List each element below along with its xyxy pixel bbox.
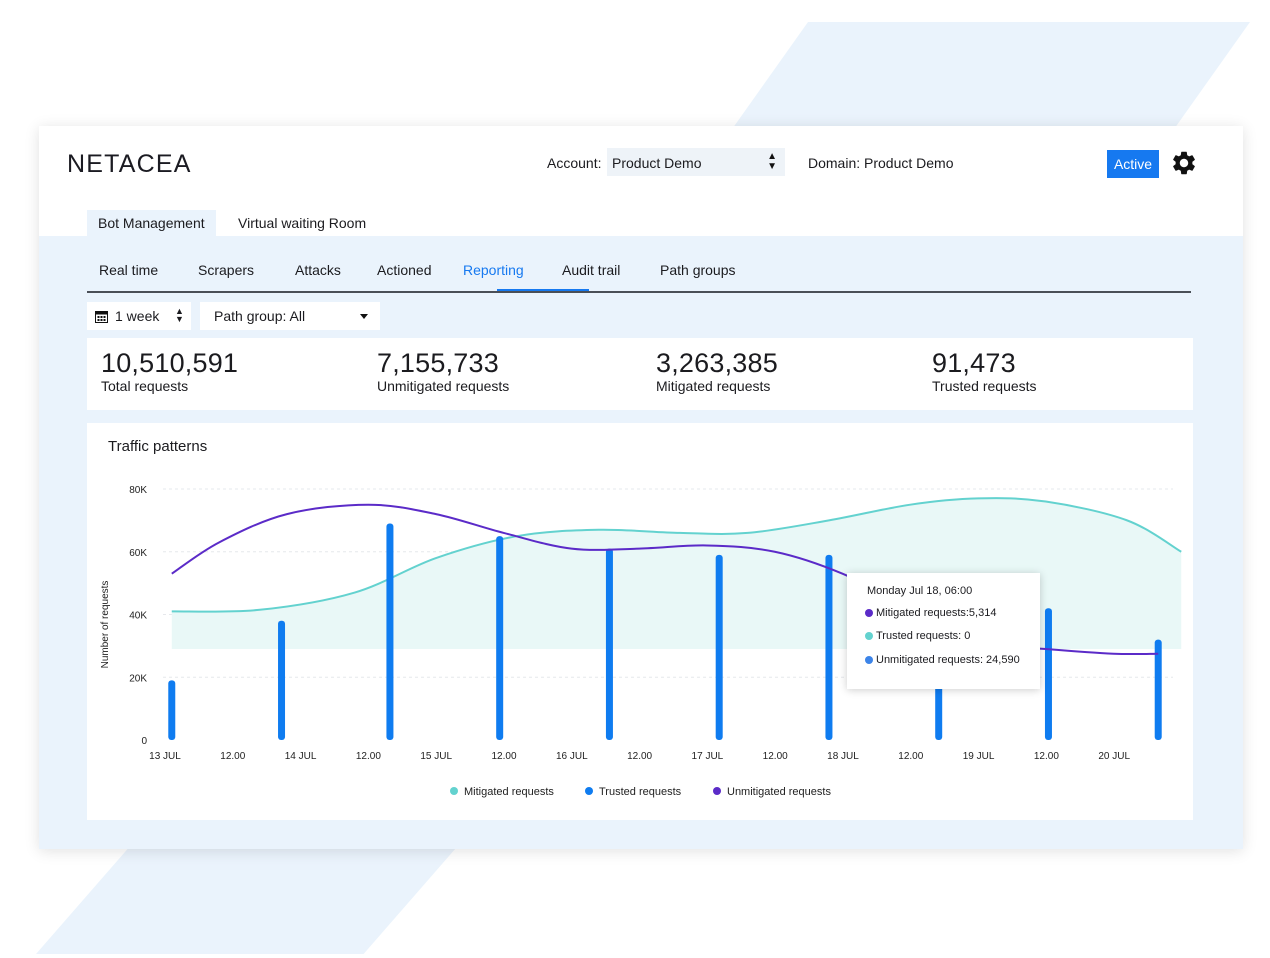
stat-label: Total requests (101, 378, 189, 394)
status-badge[interactable]: Active (1107, 150, 1159, 178)
subnav-real-time[interactable]: Real time (99, 262, 159, 278)
subnav-scrapers[interactable]: Scrapers (198, 262, 255, 278)
tab-virtual-waiting-room[interactable]: Virtual waiting Room (227, 210, 377, 236)
y-axis-label: Number of requests (100, 581, 111, 669)
legend-dot (865, 656, 873, 664)
stat-total-requests: 10,510,591 Total requests (101, 348, 238, 394)
period-value: 1 week (115, 308, 160, 324)
tooltip-title: Monday Jul 18, 06:00 (867, 585, 973, 597)
subnav-reporting[interactable]: Reporting (463, 262, 524, 278)
tab-bot-management[interactable]: Bot Management (87, 210, 216, 236)
stat-value: 3,263,385 (656, 348, 778, 378)
subnav-attacks[interactable]: Attacks (295, 262, 341, 278)
sort-arrows-icon: ▲ ▼ (767, 151, 777, 172)
tooltip-row-trusted: Trusted requests: 0 (865, 630, 970, 642)
x-tick-label: 20 JUL (1098, 751, 1130, 762)
trusted-bar (715, 554, 723, 740)
stat-value: 91,473 (932, 348, 1016, 378)
background-stripe-bottom (36, 848, 456, 954)
stat-trusted-requests: 91,473 Trusted requests (932, 348, 1037, 394)
app-window: NETACEA Account: Product Demo ▲ ▼ Domain:… (39, 126, 1243, 849)
legend-dot (450, 787, 458, 795)
tooltip-row-mitigated: Mitigated requests:5,314 (865, 607, 996, 619)
mitigated-line (171, 497, 1182, 613)
account-value: Product Demo (612, 155, 702, 171)
x-tick-label: 19 JUL (963, 751, 995, 762)
stats-panel: 10,510,591 Total requests 7,155,733 Unmi… (87, 338, 1193, 410)
x-tick-label: 13 JUL (149, 751, 181, 762)
path-group-select[interactable]: Path group: All (200, 302, 380, 330)
chart-title: Traffic patterns (108, 438, 208, 455)
gear-icon[interactable] (1170, 149, 1198, 177)
legend-label: Unmitigated requests (727, 786, 831, 798)
stat-value: 7,155,733 (377, 348, 499, 378)
y-tick-label: 20K (129, 673, 147, 684)
domain-text: Domain: Product Demo (808, 155, 954, 171)
y-tick-label: 80K (129, 485, 147, 496)
stat-unmitigated-requests: 7,155,733 Unmitigated requests (377, 348, 509, 394)
y-tick-label: 40K (129, 611, 147, 622)
trusted-bar (1154, 639, 1162, 740)
stat-label: Mitigated requests (656, 378, 771, 394)
tooltip-text: Trusted requests: 0 (876, 630, 971, 642)
x-tick-label: 15 JUL (420, 751, 452, 762)
legend-label: Mitigated requests (464, 786, 554, 798)
subnav-audit-trail[interactable]: Audit trail (562, 262, 621, 278)
account-select[interactable]: Product Demo ▲ ▼ (607, 148, 785, 176)
traffic-chart-card: Traffic patterns 0 20K 40K 60K 80K Number of … (87, 423, 1193, 820)
x-tick-label: 12.00 (1034, 751, 1059, 762)
legend-dot (585, 787, 593, 795)
logo: NETACEA (67, 150, 192, 178)
trusted-bar (278, 620, 286, 740)
chart-tooltip: Monday Jul 18, 06:00 Mitigated requests:… (847, 573, 1040, 689)
trusted-bar (825, 554, 833, 740)
subnav-actioned[interactable]: Actioned (377, 262, 432, 278)
trusted-bar (605, 548, 613, 740)
chevron-down-icon (360, 314, 368, 319)
account-label: Account: (547, 155, 602, 171)
top-bar: NETACEA Account: Product Demo ▲ ▼ Domain:… (39, 126, 1243, 236)
x-tick-label: 14 JUL (285, 751, 317, 762)
calendar-icon (95, 311, 108, 323)
y-tick-label: 0 (141, 736, 147, 747)
tooltip-text: Mitigated requests:5,314 (876, 607, 997, 619)
x-tick-label: 18 JUL (827, 751, 859, 762)
stat-label: Unmitigated requests (377, 378, 510, 394)
x-tick-label: 12.00 (220, 751, 245, 762)
trusted-bar (935, 683, 943, 740)
tab-label: Bot Management (98, 215, 205, 231)
x-tick-label: 12.00 (898, 751, 923, 762)
trusted-bar (386, 523, 394, 740)
sub-navigation: Real time Scrapers Attacks Actioned Repo… (87, 254, 1191, 293)
x-tick-label: 12.00 (627, 751, 652, 762)
tab-label: Virtual waiting Room (238, 215, 367, 231)
trusted-bar (168, 680, 176, 740)
tooltip-text: Unmitigated requests: 24,590 (876, 654, 1020, 666)
x-tick-label: 12.00 (356, 751, 381, 762)
trusted-bar (496, 536, 504, 740)
tooltip-row-unmitigated: Unmitigated requests: 24,590 (865, 654, 1020, 666)
subnav-path-groups[interactable]: Path groups (660, 262, 736, 278)
legend-label: Trusted requests (599, 786, 682, 798)
period-select[interactable]: 1 week ▲ ▼ (87, 302, 191, 330)
active-tab-indicator (497, 289, 589, 291)
trusted-bar (1044, 608, 1052, 740)
path-group-value: Path group: All (214, 308, 306, 324)
x-tick-label: 16 JUL (556, 751, 588, 762)
x-tick-label: 17 JUL (692, 751, 724, 762)
background-stripe-top (730, 22, 1250, 132)
sort-arrows-icon: ▲ ▼ (175, 306, 184, 324)
x-tick-label: 12.00 (763, 751, 788, 762)
legend-dot (865, 632, 873, 640)
legend-dot (713, 787, 721, 795)
stat-label: Trusted requests (932, 378, 1037, 394)
stat-value: 10,510,591 (101, 348, 239, 378)
y-tick-label: 60K (129, 548, 147, 559)
legend-dot (865, 609, 873, 617)
x-tick-label: 12.00 (491, 751, 516, 762)
stat-mitigated-requests: 3,263,385 Mitigated requests (656, 348, 778, 394)
